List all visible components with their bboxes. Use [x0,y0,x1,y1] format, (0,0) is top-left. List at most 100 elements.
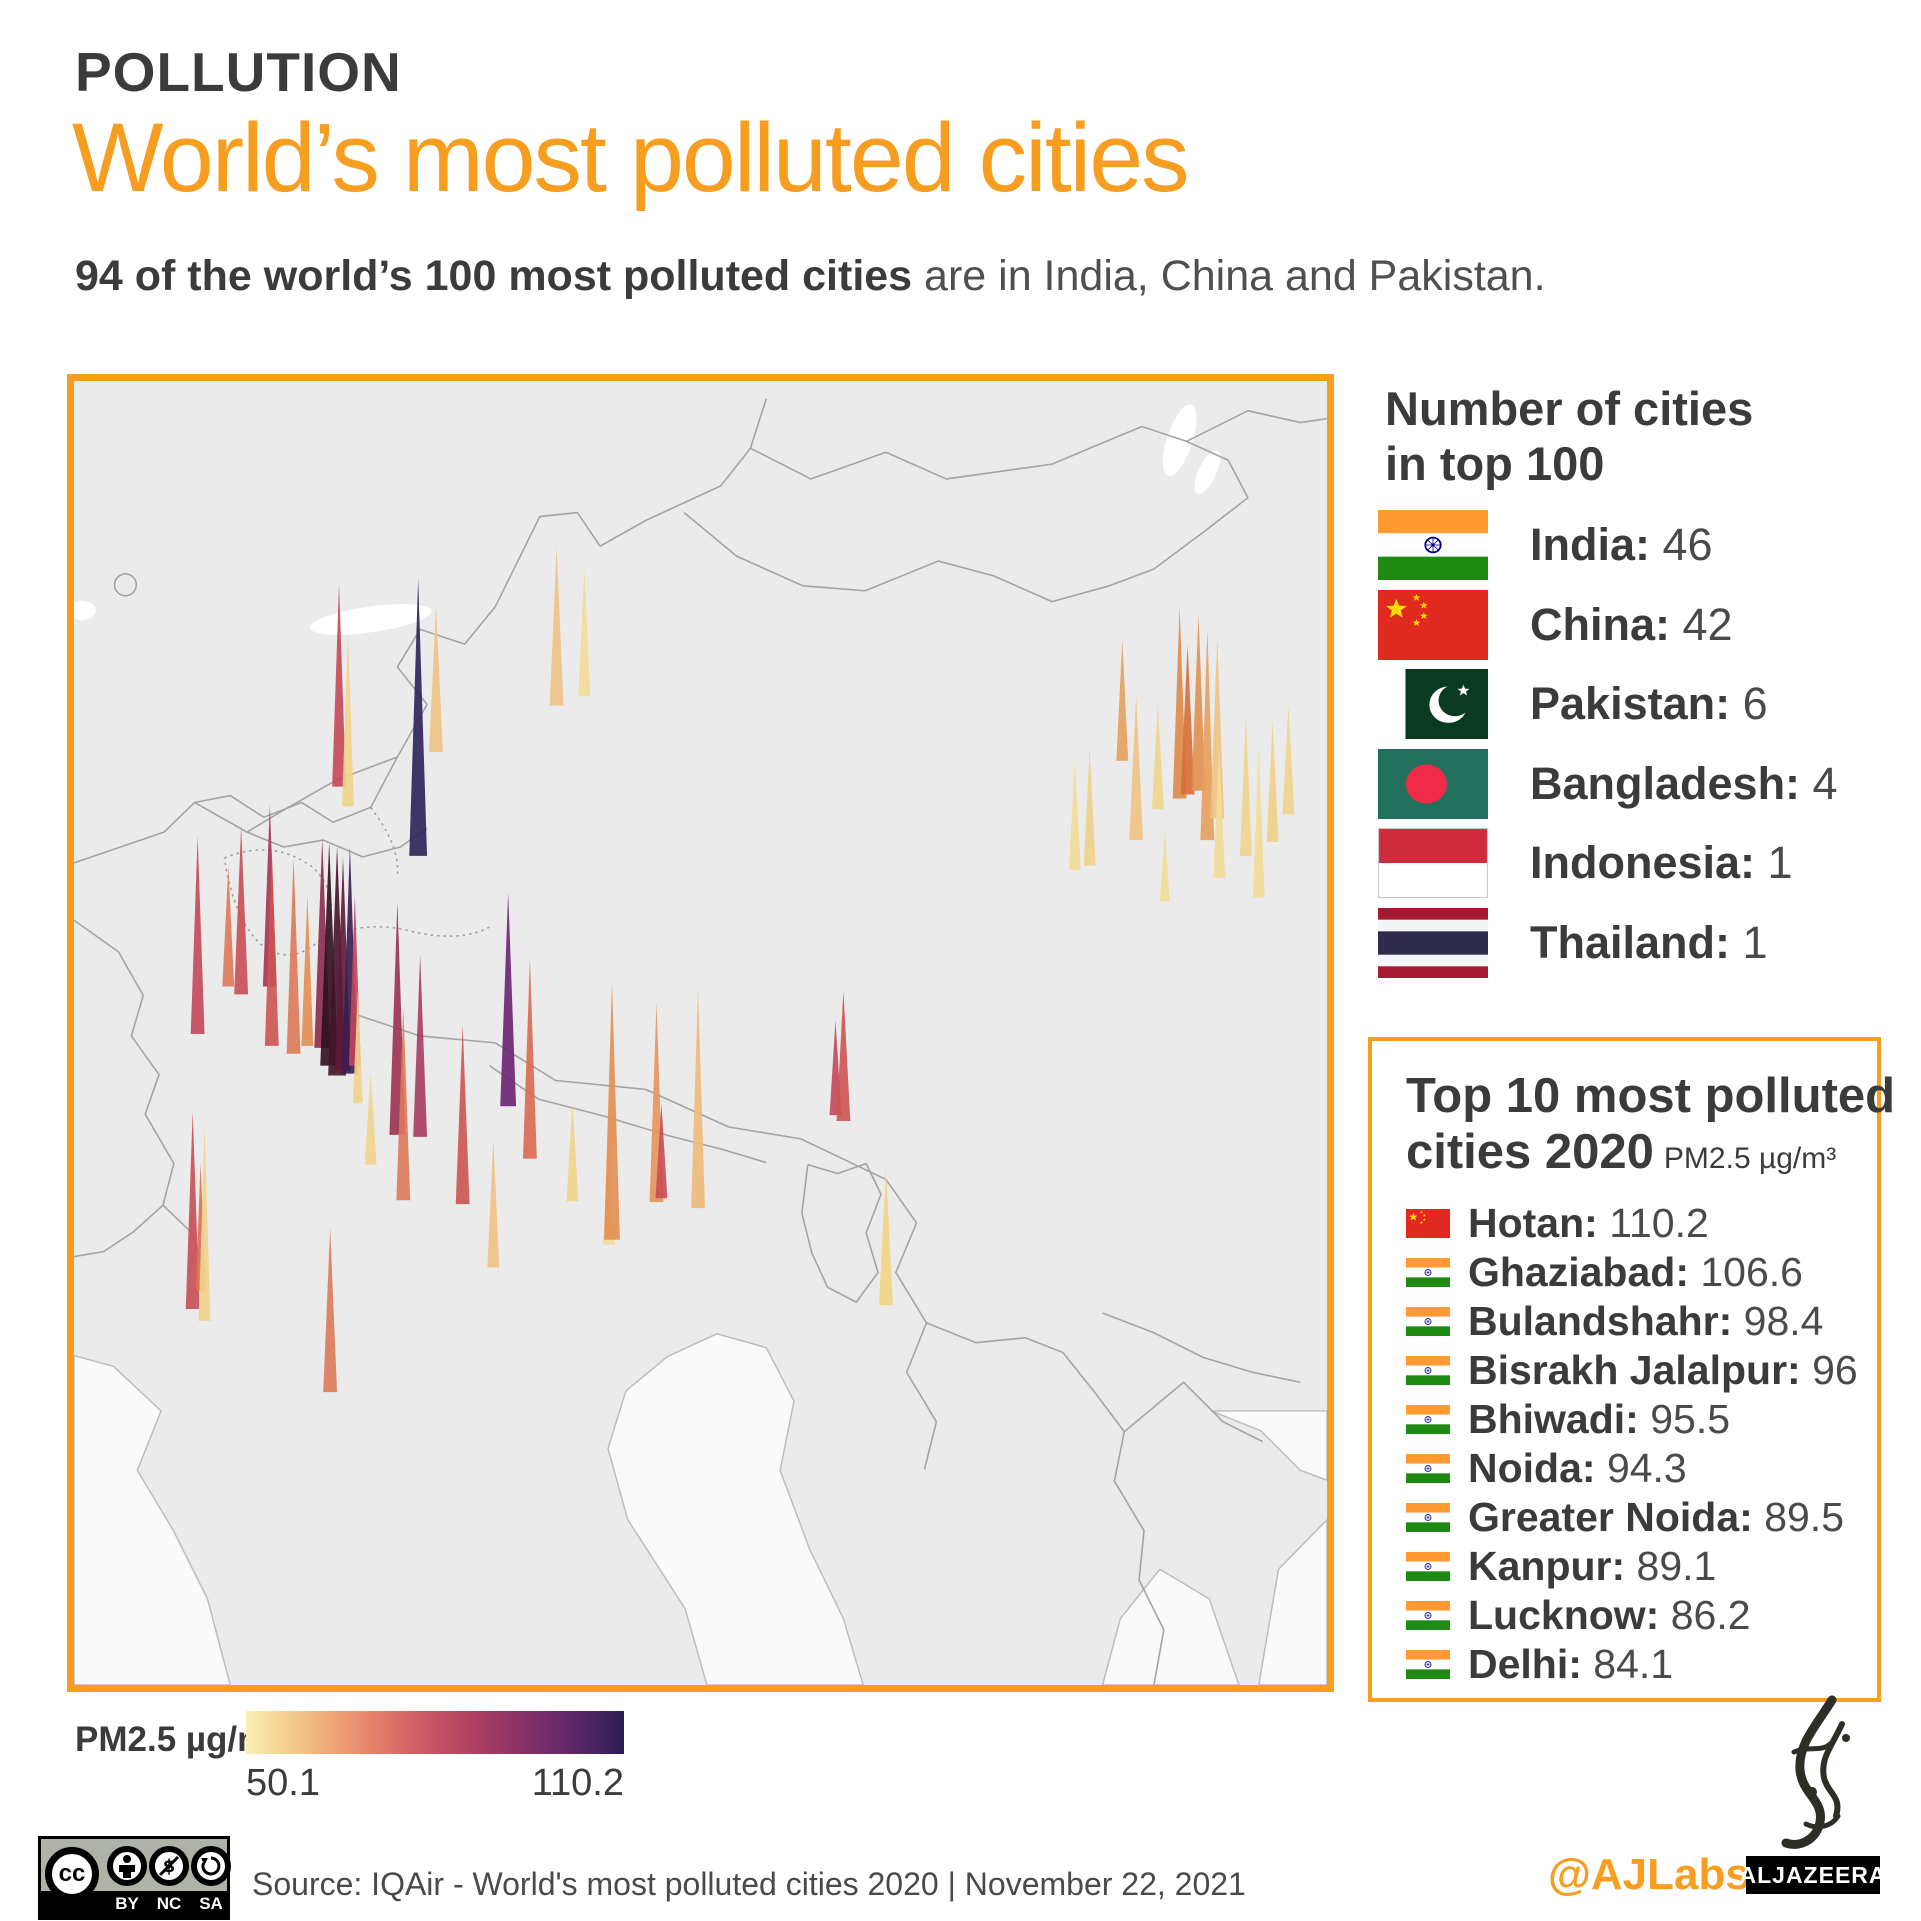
legend-heading-line2: in top 100 [1385,436,1605,490]
legend-country-label: Pakistan: 6 [1530,678,1768,729]
page-title: World’s most polluted cities [72,103,1190,212]
india-flag-icon [1406,1503,1450,1532]
source-attribution: Source: IQAir - World's most polluted ci… [252,1866,1246,1902]
kicker: POLLUTION [75,41,402,103]
pollution-spike [1129,695,1144,841]
india-flag-icon [1406,1307,1450,1336]
pollution-spike [1252,749,1265,898]
colorbar-max: 110.2 [531,1762,624,1804]
legend-heading-line1: Number of cities [1385,382,1754,435]
bangladesh-flag-icon [1378,748,1488,819]
top10-city-value: Bulandshahr: 98.4 [1468,1298,1824,1344]
pollution-spike [264,849,279,1046]
top10-row-noida: Noida: 94.3 [1406,1444,1867,1493]
pollution-spike [1159,832,1170,902]
pollution-spike [691,988,705,1209]
legend-heading: Number of cities in top 100 [1385,382,1753,492]
pollution-spike [190,836,205,1034]
subtitle: 94 of the world’s 100 most polluted citi… [75,252,1546,301]
lake-issyk-kul [113,573,138,597]
asia-map [74,381,1327,1685]
top10-city-value: Greater Noida: 89.5 [1468,1494,1845,1540]
india-flag-icon [1378,510,1488,580]
pollution-spike [1151,704,1164,810]
thailand-flag-icon [1378,907,1488,978]
cc-sa-icon [191,1846,231,1886]
india-flag-icon [1406,1601,1450,1630]
legend-country-label: Thailand: 1 [1530,916,1768,968]
pollution-spike [332,583,346,787]
indonesia-flag-icon [1378,828,1488,898]
top10-city-value: Lucknow: 86.2 [1468,1592,1751,1638]
pollution-spike [578,568,591,696]
spike-layer [185,547,1295,1393]
legend-country-label: Indonesia: 1 [1530,837,1793,888]
india-flag-icon [1406,1405,1450,1434]
pollution-spike [234,826,249,995]
ocean-shapes [74,1332,1327,1685]
top10-row-bisrakhjalalpur: Bisrakh Jalalpur: 96 [1406,1346,1867,1395]
top10-city-value: Hotan: 110.2 [1468,1200,1709,1246]
pollution-spike [1116,640,1129,761]
india-flag-icon [1406,1356,1450,1385]
colorbar-label: PM2.5 µg/m³ [75,1720,280,1759]
top10-city-value: Bhiwadi: 95.5 [1468,1396,1731,1442]
pollution-spike [500,892,517,1107]
pollution-spike [342,633,354,807]
china-flag-icon [1378,589,1488,660]
cc-icon: cc [45,1847,99,1901]
ajlabs-credit: @AJLabs [1548,1850,1750,1899]
top10-unit: PM2.5 µg/m³ [1663,1141,1837,1175]
pollution-spike [198,1126,211,1321]
pollution-spike [1266,721,1279,843]
pollution-spike [1180,644,1195,795]
colorbar-ticks: 50.1 110.2 [246,1762,624,1805]
top10-city-value: Bisrakh Jalalpur: 96 [1468,1347,1858,1393]
top10-heading-line2: cities 2020 PM2.5 µg/m³ [1406,1124,1837,1179]
top10-row-ghaziabad: Ghaziabad: 106.6 [1406,1248,1867,1297]
top10-city-value: Noida: 94.3 [1468,1445,1687,1491]
pollution-spike [879,1168,893,1306]
top10-row-lucknow: Lucknow: 86.2 [1406,1591,1867,1640]
legend-country-label: Bangladesh: 4 [1530,757,1838,809]
india-flag-icon [1406,1258,1450,1287]
pollution-spike [286,857,301,1054]
top10-city-list: Hotan: 110.2 Ghaziabad: 106.6 Bulandshahr:… [1406,1199,1867,1689]
india-flag-icon [1406,1454,1450,1483]
top10-panel: Top 10 most polluted cities 2020 PM2.5 µg… [1368,1037,1895,1702]
top10-heading: Top 10 most polluted cities 2020 PM2.5 µg… [1406,1069,1895,1181]
china-flag-icon [1406,1209,1450,1238]
pollution-spike [352,989,363,1104]
pollution-spike [522,958,537,1159]
cc-sa-label: SA [199,1894,223,1913]
india-flag-icon [1406,1650,1450,1679]
colorbar-min: 50.1 [246,1762,320,1804]
top10-heading-line1: Top 10 most polluted [1406,1069,1896,1123]
pollution-spike [655,1103,668,1199]
spike-map [67,374,1334,1692]
cc-license-badge: cc $ BY NC SA [38,1836,231,1920]
aljazeera-wordmark: ALJAZEERA [1740,1856,1886,1894]
pollution-spike [413,954,428,1137]
pakistan-flag-icon [1378,669,1488,739]
pollution-spike [1068,760,1081,870]
pollution-spike [1239,717,1252,856]
pollution-spike [549,547,564,706]
country-borders [74,398,1327,1685]
legend-country-label: China: 42 [1530,598,1733,650]
pollution-spike [566,1102,579,1202]
pollution-spike [1210,638,1225,819]
subtitle-rest: are in India, China and Pakistan. [912,252,1546,300]
top10-row-bulandshahr: Bulandshahr: 98.4 [1406,1297,1867,1346]
pollution-spike [1200,628,1215,841]
pollution-spike [396,1006,411,1201]
legend-country-label: India: 46 [1530,519,1713,570]
cc-by-label: BY [115,1894,139,1913]
pollution-spike [836,990,851,1122]
top10-city-value: Kanpur: 89.1 [1468,1543,1717,1589]
pollution-spike [1191,614,1206,791]
india-flag-icon [1406,1552,1450,1581]
top10-city-value: Ghaziabad: 106.6 [1468,1249,1803,1295]
top10-row-kanpur: Kanpur: 89.1 [1406,1542,1867,1591]
